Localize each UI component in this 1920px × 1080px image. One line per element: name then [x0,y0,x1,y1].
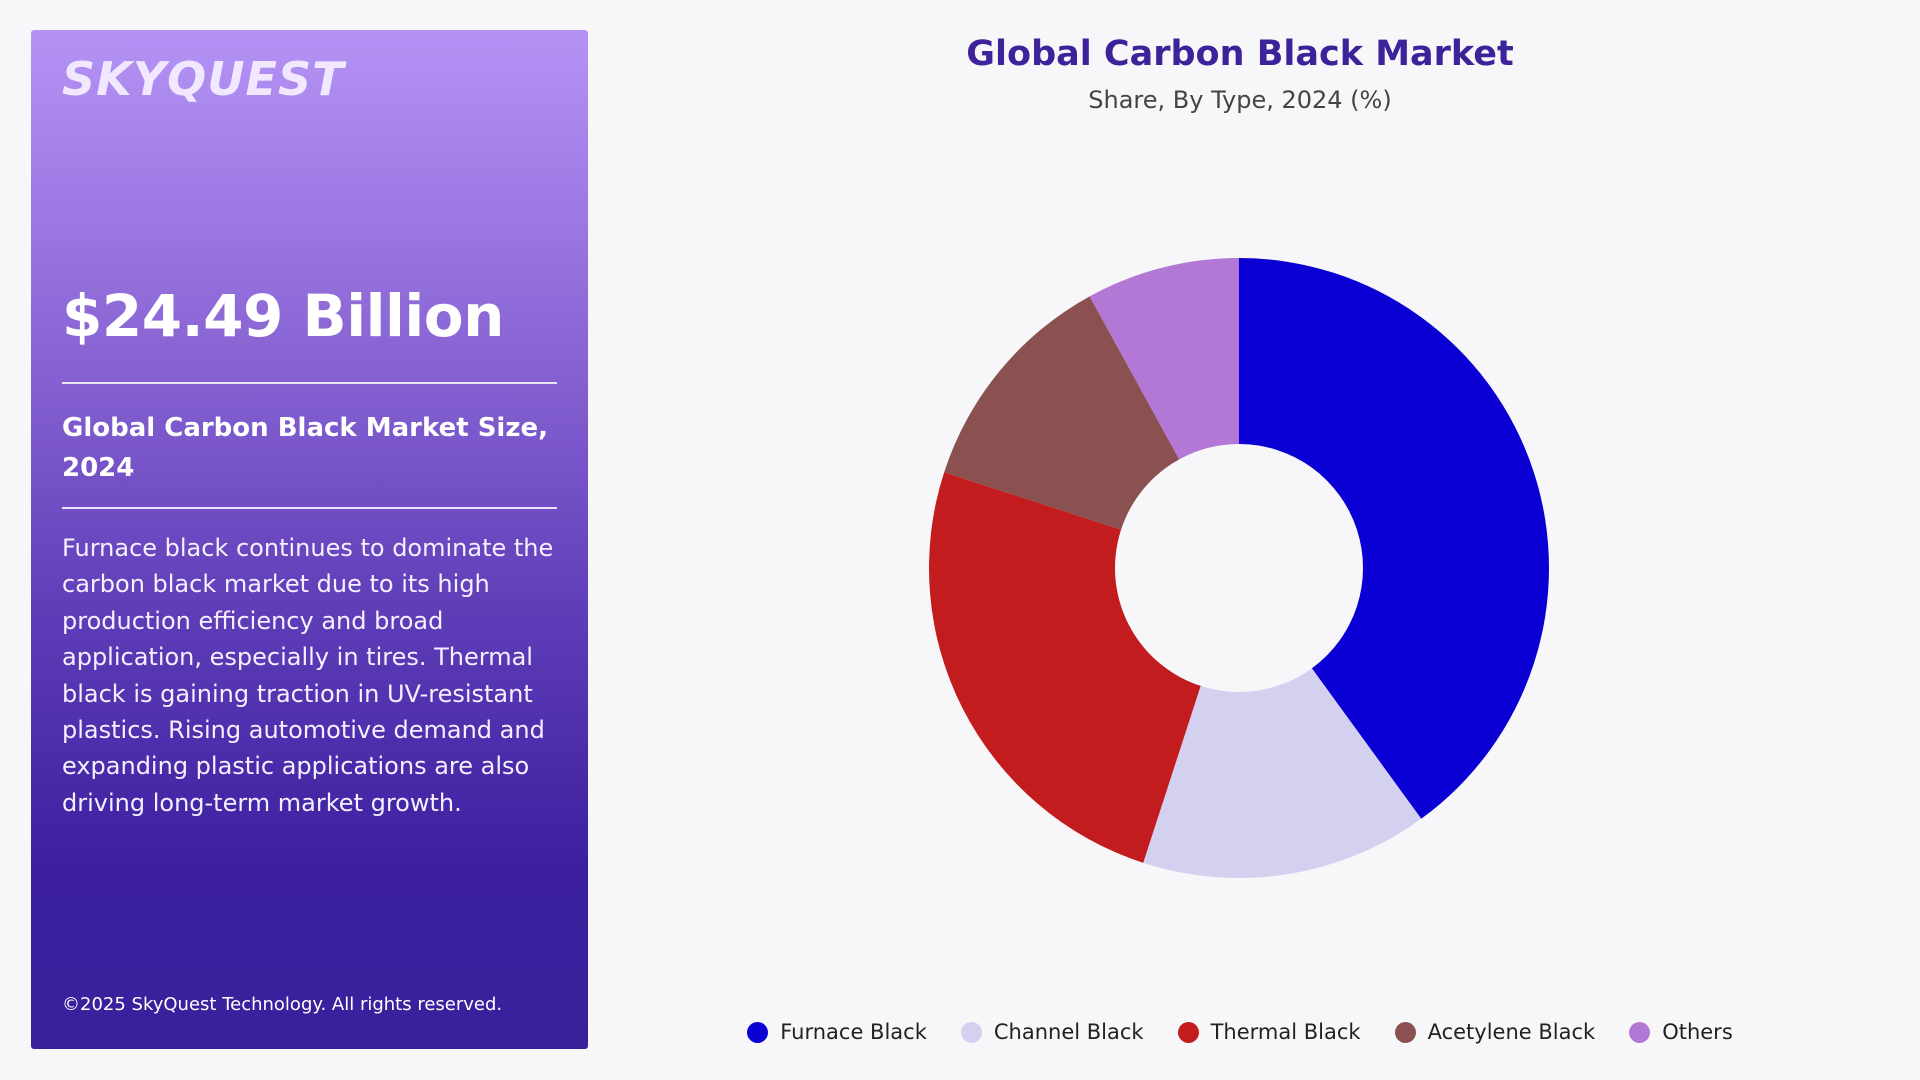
legend-label-furnace-black: Furnace Black [780,1020,927,1044]
slice-furnace-black [1239,258,1549,819]
legend-item-channel-black: Channel Black [960,1020,1144,1044]
legend-swatch-channel-black [960,1021,982,1043]
market-value: $24.49 Billion [62,282,504,350]
chart-title: Global Carbon Black Market [966,34,1514,74]
legend-swatch-thermal-black [1177,1021,1199,1043]
legend-label-acetylene-black: Acetylene Black [1427,1020,1596,1044]
slice-thermal-black [928,472,1201,863]
legend-label-others: Others [1662,1020,1733,1044]
slice-channel-black [1143,668,1422,878]
chart-subtitle: Share, By Type, 2024 (%) [1088,86,1392,114]
chart-legend: Furnace Black Channel Black Thermal Black A… [640,1020,1840,1044]
legend-swatch-others [1629,1021,1651,1043]
legend-swatch-acetylene-black [1394,1021,1416,1043]
legend-item-furnace-black: Furnace Black [747,1020,927,1044]
market-size-title: Global Carbon Black Market Size, 2024 [62,413,548,483]
legend-item-others: Others [1629,1020,1733,1044]
market-description: Furnace black continues to dominate the … [62,534,554,817]
summary-panel: SKYQUEST $24.49 Billion Global Carbon Bl… [31,30,588,1049]
legend-swatch-furnace-black [747,1021,769,1043]
legend-label-channel-black: Channel Black [993,1020,1144,1044]
divider-top [62,382,557,384]
legend-item-thermal-black: Thermal Black [1177,1020,1361,1044]
slice-acetylene-black [944,296,1180,530]
slice-others [1089,258,1239,460]
legend-label-thermal-black: Thermal Black [1210,1020,1361,1044]
legend-item-acetylene-black: Acetylene Black [1394,1020,1596,1044]
divider-bottom [62,507,557,509]
skyquest-logo: SKYQUEST [62,52,345,106]
copyright-notice: ©2025 SkyQuest Technology. All rights re… [62,994,503,1015]
